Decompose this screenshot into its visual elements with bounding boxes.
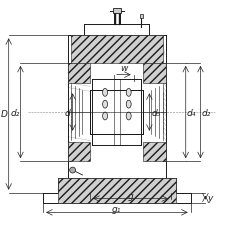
Ellipse shape bbox=[102, 89, 107, 97]
Bar bbox=[143, 64, 165, 83]
Ellipse shape bbox=[126, 112, 131, 120]
Text: d: d bbox=[65, 108, 70, 117]
Text: D: D bbox=[1, 110, 8, 119]
Text: w: w bbox=[120, 63, 127, 72]
Text: g₁: g₁ bbox=[112, 204, 121, 213]
Bar bbox=[67, 142, 90, 161]
Bar bbox=[143, 142, 165, 161]
Ellipse shape bbox=[102, 112, 107, 120]
Bar bbox=[70, 36, 162, 64]
Text: y: y bbox=[207, 193, 212, 202]
Text: g: g bbox=[127, 191, 133, 200]
Bar bbox=[58, 178, 175, 203]
Bar bbox=[67, 64, 90, 83]
Text: d₅: d₅ bbox=[151, 108, 160, 117]
Text: d₂: d₂ bbox=[10, 108, 19, 117]
Text: d₂: d₂ bbox=[201, 108, 210, 117]
Bar bbox=[112, 9, 120, 14]
Ellipse shape bbox=[102, 101, 107, 109]
Circle shape bbox=[69, 167, 75, 173]
Text: d₄: d₄ bbox=[186, 108, 195, 117]
Ellipse shape bbox=[126, 89, 131, 97]
Ellipse shape bbox=[126, 101, 131, 109]
Bar bbox=[139, 15, 143, 19]
